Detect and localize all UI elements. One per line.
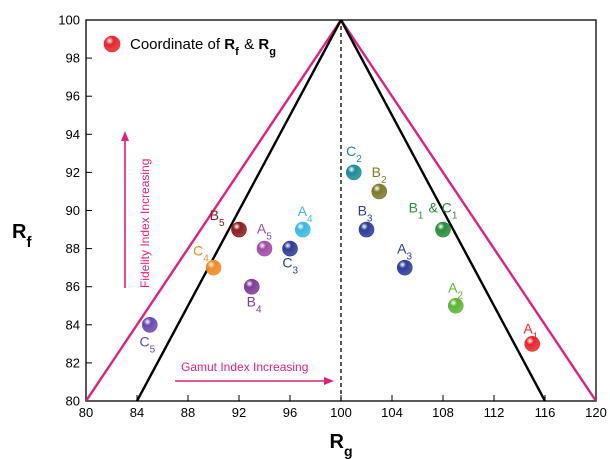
- x-tick-label: 92: [232, 405, 246, 420]
- point-label: C4: [193, 242, 210, 264]
- data-point-B1: [435, 221, 451, 238]
- point-label: A3: [397, 240, 413, 261]
- y-tick-label: 86: [66, 279, 80, 294]
- legend-marker: [103, 35, 121, 53]
- x-tick-label: 116: [535, 405, 556, 420]
- point-label: C3: [282, 255, 299, 277]
- y-tick-label: 80: [66, 394, 80, 409]
- data-point-C5: [141, 316, 158, 333]
- data-point-A1: [524, 336, 541, 352]
- fidelity-arrow-head: [121, 131, 129, 141]
- data-point-C4: [205, 259, 222, 276]
- x-tick-label: 88: [181, 405, 195, 420]
- outer-boundary-line: [86, 20, 596, 401]
- y-axis-title: Rf: [12, 221, 32, 251]
- data-point-A3: [396, 259, 413, 276]
- point-label: B4: [247, 294, 263, 316]
- x-tick-label: 112: [484, 405, 505, 420]
- y-tick-label: 92: [66, 165, 80, 180]
- data-point-A5: [256, 240, 273, 257]
- fidelity-annotation: Fidelity Index Increasing: [138, 159, 152, 288]
- point-label: B5: [210, 207, 226, 229]
- data-point-C3: [282, 240, 298, 257]
- x-tick-label: 84: [130, 405, 144, 420]
- data-point-A2: [447, 297, 464, 314]
- legend-label: Coordinate of Rf & Rg: [130, 36, 277, 58]
- data-point-B3: [358, 221, 375, 238]
- y-tick-label: 90: [66, 203, 80, 218]
- point-label: C2: [346, 143, 363, 165]
- inner-boundary-line: [135, 20, 547, 401]
- data-point-B4: [243, 278, 260, 295]
- data-point-C2: [345, 164, 362, 181]
- x-tick-label: 80: [79, 405, 93, 420]
- x-tick-label: 120: [585, 405, 607, 420]
- x-axis-title: Rg: [329, 431, 352, 459]
- x-tick-label: 100: [330, 405, 352, 420]
- y-tick-label: 94: [66, 127, 80, 142]
- y-tick-label: 84: [66, 317, 80, 332]
- point-label: C5: [140, 334, 157, 356]
- point-label: A1: [523, 320, 539, 342]
- y-tick-label: 82: [66, 355, 80, 370]
- point-label: B1 & C1: [409, 199, 459, 221]
- point-label: A2: [448, 279, 464, 301]
- data-point-A4: [294, 221, 311, 238]
- y-tick-label: 88: [66, 241, 80, 256]
- y-tick-label: 96: [66, 89, 80, 104]
- x-tick-label: 104: [381, 405, 403, 420]
- point-label: B3: [358, 202, 374, 224]
- gamut-annotation: Gamut Index Increasing: [181, 360, 308, 374]
- y-tick-label: 98: [66, 51, 80, 66]
- point-label: A5: [257, 220, 273, 242]
- data-point-B5: [231, 221, 247, 238]
- gamut-arrow-head: [324, 377, 334, 385]
- y-tick-label: 100: [58, 13, 80, 28]
- point-label: B2: [372, 164, 388, 186]
- x-tick-label: 96: [283, 405, 297, 420]
- data-point-B2: [371, 183, 388, 200]
- point-label: A4: [298, 203, 314, 225]
- x-tick-label: 108: [432, 405, 454, 420]
